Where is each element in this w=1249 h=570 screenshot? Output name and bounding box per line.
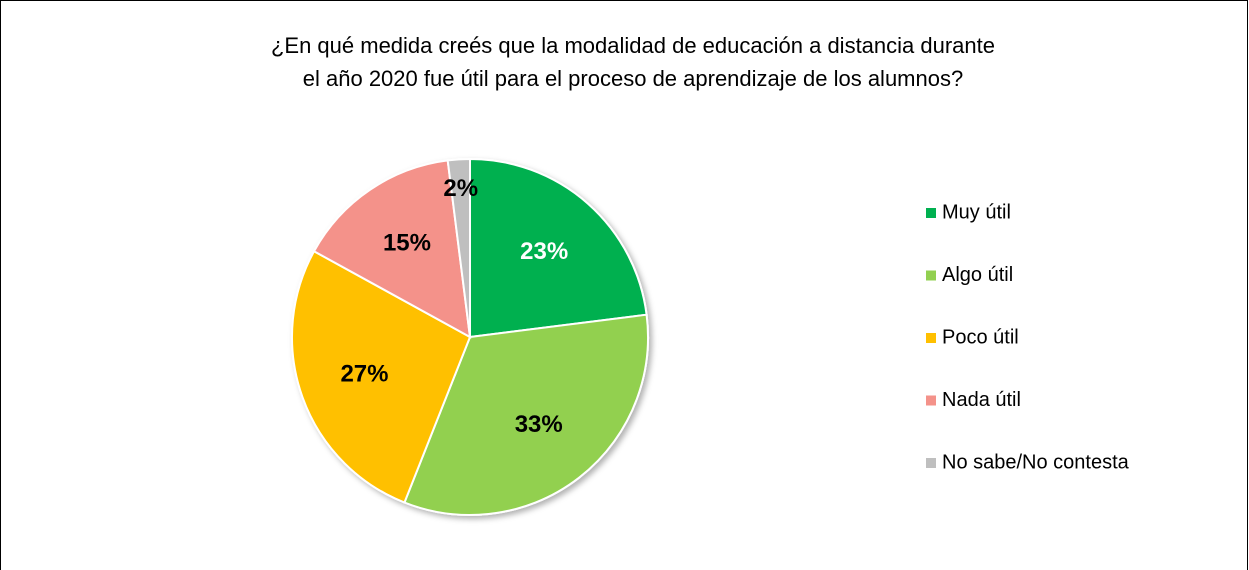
pie-slice [291,249,472,504]
pie-slice [469,157,648,339]
data-label: 2% [443,175,478,202]
legend-label: Nada útil [942,389,1021,411]
pie [291,157,649,516]
legend-swatch [926,333,936,343]
data-label: 33% [515,411,563,438]
data-label: 15% [383,230,431,257]
chart-title: ¿En qué medida creés que la modalidad de… [271,33,995,58]
legend-swatch [926,208,936,218]
chart-title: el año 2020 fue útil para el proceso de … [303,66,963,91]
legend-swatch [926,458,936,468]
legend-label: Muy útil [942,201,1011,223]
legend-label: No sabe/No contesta [942,451,1130,473]
legend-swatch [926,270,936,281]
legend-label: Poco útil [942,326,1019,348]
pie-slice [312,159,472,339]
data-label: 23% [520,238,568,265]
pie-slice [446,157,471,338]
legend-swatch [926,395,936,406]
data-label: 27% [340,360,388,387]
legend-label: Algo útil [942,264,1013,286]
pie-slice [403,313,649,516]
